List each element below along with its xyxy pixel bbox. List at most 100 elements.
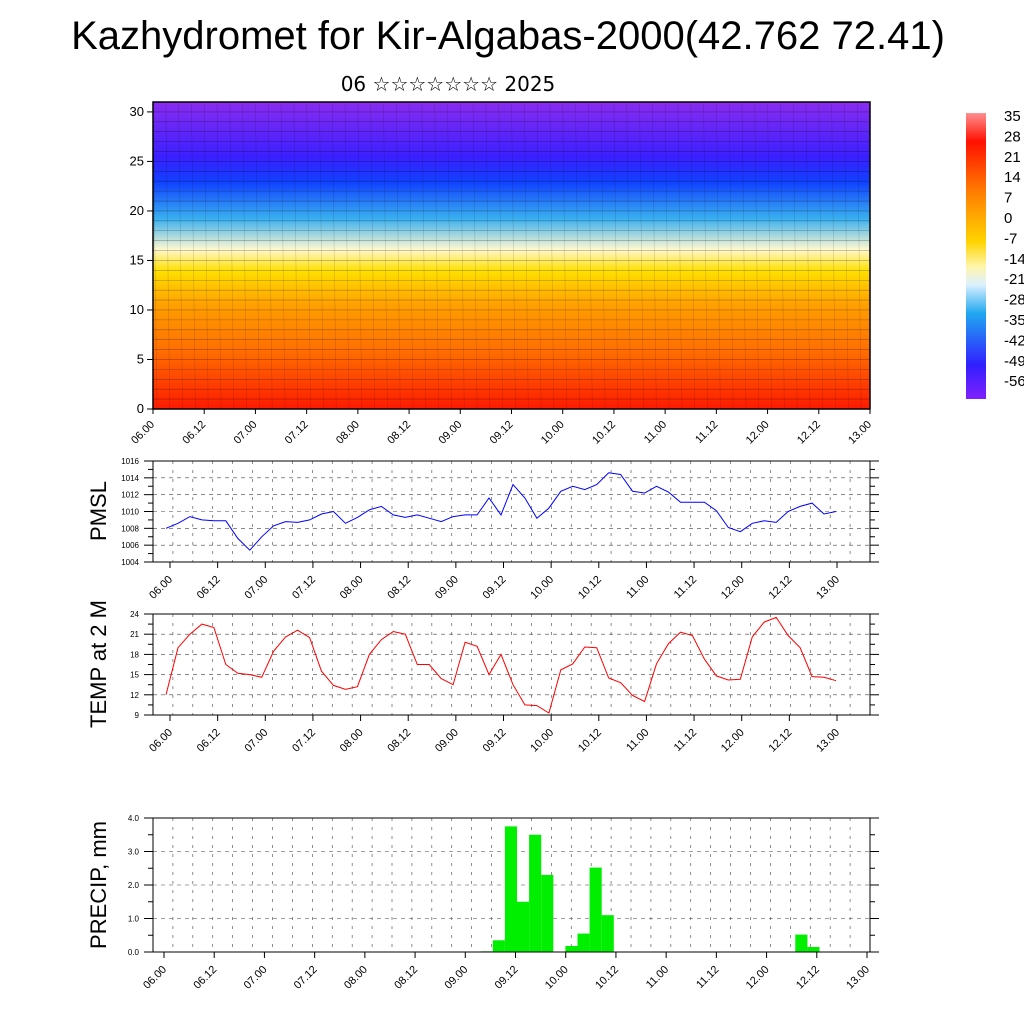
chart-subtitle: 06 ☆☆☆☆☆☆☆ 2025 <box>340 72 556 96</box>
x-tick-label: 12.00 <box>719 727 747 755</box>
heatmap-panel: 0 5 10 15 20 25 30 06.00 06.12 07.00 07.12 08.00 08… <box>129 101 874 447</box>
wind-barb-staff <box>447 102 452 409</box>
x-tick-label: 09.00 <box>442 964 470 992</box>
x-tick-label: 10.00 <box>528 727 556 755</box>
wind-barb-staff <box>626 102 632 409</box>
y-tick-label: 1006 <box>121 541 139 550</box>
temp-ylabel: TEMP at 2 M <box>86 600 111 728</box>
y-tick-label: 0.0 <box>128 948 140 957</box>
y-tick-label: 2.0 <box>128 881 140 890</box>
wind-barb-staff <box>306 102 311 409</box>
y-tick-label: 10 <box>130 302 144 317</box>
y-tick-label: 18 <box>130 650 139 659</box>
y-tick-label: 12 <box>130 691 139 700</box>
temp-grid <box>152 614 871 715</box>
wind-barb-staff <box>191 102 196 409</box>
temp-y-axis: 9 12 15 18 21 24 <box>130 610 879 720</box>
heatmap-x-axis: 06.00 06.12 07.00 07.12 08.00 08.12 09.00 09.12… <box>129 409 874 447</box>
wind-barb-staff <box>383 102 388 409</box>
precip-bar <box>577 933 590 952</box>
x-tick-label: 09.00 <box>433 574 461 602</box>
y-tick-label: 15 <box>130 252 144 267</box>
wind-barb-staff <box>652 102 657 409</box>
wind-barb-staff <box>741 102 747 409</box>
colorbar-gradient <box>966 113 986 399</box>
x-tick-label: 10.12 <box>593 964 621 992</box>
x-tick-label: 11.12 <box>694 964 721 991</box>
wind-barb-staff <box>767 102 772 409</box>
pmsl-y-axis: 1004 1006 1008 1010 1012 1014 1016 <box>121 457 879 567</box>
x-tick-label: 06.00 <box>147 727 175 755</box>
colorbar-label: 21 <box>1004 149 1021 166</box>
colorbar-label: 14 <box>1004 169 1021 186</box>
y-tick-label: 5 <box>137 351 144 366</box>
wind-barb-staff <box>229 102 235 409</box>
x-tick-label: 10.00 <box>528 574 556 602</box>
x-tick-label: 10.12 <box>590 419 618 447</box>
colorbar: 35 28 21 14 7 0 -7 -14 -21 -28 -35 -42 -49 -56 <box>966 108 1024 399</box>
wind-barb-staff <box>677 102 683 409</box>
x-tick-label: 09.12 <box>481 727 509 755</box>
x-tick-label: 10.00 <box>539 419 567 447</box>
x-tick-label: 11.12 <box>672 574 699 601</box>
x-tick-label: 10.00 <box>543 964 571 992</box>
wind-barb-staff <box>792 102 798 409</box>
x-tick-label: 13.00 <box>844 964 872 992</box>
x-tick-label: 11.00 <box>624 574 651 601</box>
colorbar-label: -35 <box>1004 312 1024 329</box>
x-tick-label: 09.12 <box>488 419 516 447</box>
y-tick-label: 1004 <box>121 558 139 567</box>
precip-bar <box>565 945 578 952</box>
y-tick-label: 1.0 <box>128 915 140 924</box>
x-tick-label: 07.12 <box>292 964 320 992</box>
y-tick-label: 3.0 <box>128 848 140 857</box>
wind-barb-staff <box>524 102 529 409</box>
temp-series-line <box>165 616 837 714</box>
precip-bar <box>541 874 554 952</box>
x-tick-label: 09.12 <box>493 964 521 992</box>
wind-barb-staff <box>600 102 606 409</box>
y-tick-label: 0 <box>137 401 144 416</box>
x-tick-label: 09.12 <box>481 574 509 602</box>
colorbar-labels: 35 28 21 14 7 0 -7 -14 -21 -28 -35 -42 -49 -56 <box>1004 108 1024 390</box>
wind-barb-staff <box>818 102 824 409</box>
x-tick-label: 06.12 <box>180 419 208 447</box>
precip-ylabel: PRECIP, mm <box>86 821 111 949</box>
pmsl-grid <box>152 461 871 562</box>
pmsl-x-axis: 06.00 06.12 07.00 07.12 08.00 08.12 09.00 09.12… <box>147 562 842 602</box>
wind-barb-staff <box>421 102 427 409</box>
precip-x-axis: 06.00 06.12 07.00 07.12 08.00 08.12 09.00 09.12… <box>141 952 872 992</box>
wind-barb-staff <box>472 102 478 409</box>
wind-barb-staff <box>408 102 414 409</box>
heatmap-y-axis: 0 5 10 15 20 25 30 <box>130 104 153 416</box>
y-tick-label: 15 <box>130 671 139 680</box>
precip-bar <box>807 946 820 952</box>
wind-barb-staff <box>511 102 516 409</box>
x-tick-label: 06.12 <box>195 727 223 755</box>
x-tick-label: 07.00 <box>242 574 270 602</box>
x-tick-label: 11.00 <box>644 964 671 991</box>
x-tick-label: 07.00 <box>242 727 270 755</box>
precip-bar <box>601 915 614 952</box>
wind-barb-staff <box>780 102 785 409</box>
x-tick-label: 12.00 <box>719 574 747 602</box>
x-tick-label: 11.00 <box>642 419 669 446</box>
pmsl-series-line <box>165 472 837 551</box>
wind-barb-staff <box>395 102 401 409</box>
y-tick-label: 9 <box>135 711 140 720</box>
heatmap-wind-streaks <box>153 102 870 409</box>
y-tick-label: 1016 <box>121 457 139 466</box>
x-tick-label: 08.00 <box>334 419 362 447</box>
colorbar-label: -7 <box>1004 230 1017 247</box>
wind-barb-staff <box>613 102 619 409</box>
x-tick-label: 09.00 <box>436 419 464 447</box>
x-tick-label: 12.00 <box>744 964 772 992</box>
colorbar-label: -49 <box>1004 353 1024 370</box>
x-tick-label: 08.12 <box>385 574 413 602</box>
precip-bar <box>517 901 530 952</box>
x-tick-label: 11.12 <box>693 419 720 446</box>
y-tick-label: 24 <box>130 610 139 619</box>
y-tick-label: 1012 <box>121 491 139 500</box>
